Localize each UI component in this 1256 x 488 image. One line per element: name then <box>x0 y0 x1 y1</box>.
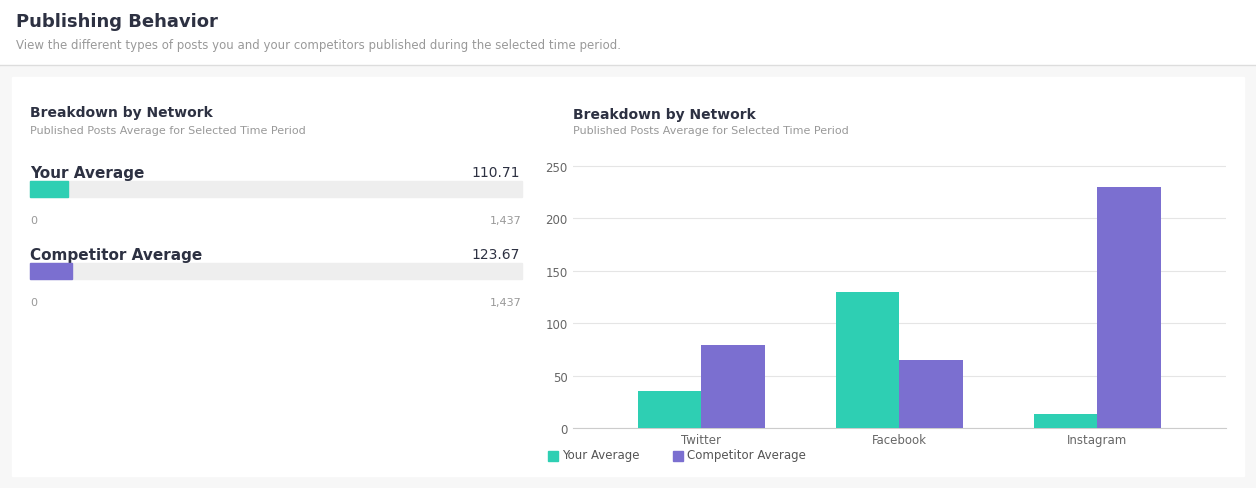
Bar <box>30 264 522 280</box>
Bar <box>1098 187 1161 428</box>
Text: View the different types of posts you and your competitors published during the : View the different types of posts you an… <box>16 40 620 52</box>
Text: Breakdown by Network: Breakdown by Network <box>30 106 212 120</box>
Text: 110.71: 110.71 <box>471 165 520 180</box>
Text: Published Posts Average for Selected Time Period: Published Posts Average for Selected Tim… <box>573 126 848 136</box>
Text: 0: 0 <box>30 216 36 225</box>
Bar <box>548 451 558 461</box>
Bar <box>899 360 962 428</box>
Text: Breakdown by Network: Breakdown by Network <box>573 108 755 122</box>
Bar <box>836 292 899 428</box>
Text: 123.67: 123.67 <box>471 247 520 262</box>
Bar <box>673 451 683 461</box>
Text: Competitor Average: Competitor Average <box>30 247 202 263</box>
Bar <box>701 346 765 428</box>
Bar <box>0 0 1256 66</box>
Text: Competitor Average: Competitor Average <box>687 448 806 462</box>
Text: Your Average: Your Average <box>30 165 144 181</box>
Bar <box>30 182 522 198</box>
Text: 0: 0 <box>30 297 36 307</box>
Bar <box>30 264 73 280</box>
Text: Your Average: Your Average <box>561 448 639 462</box>
Text: 1,437: 1,437 <box>490 216 522 225</box>
Bar <box>1034 414 1098 428</box>
Text: 1,437: 1,437 <box>490 297 522 307</box>
Bar <box>13 78 1243 476</box>
Bar <box>638 391 701 428</box>
Text: Publishing Behavior: Publishing Behavior <box>16 13 217 31</box>
Bar <box>30 182 68 198</box>
Text: Published Posts Average for Selected Time Period: Published Posts Average for Selected Tim… <box>30 126 305 136</box>
